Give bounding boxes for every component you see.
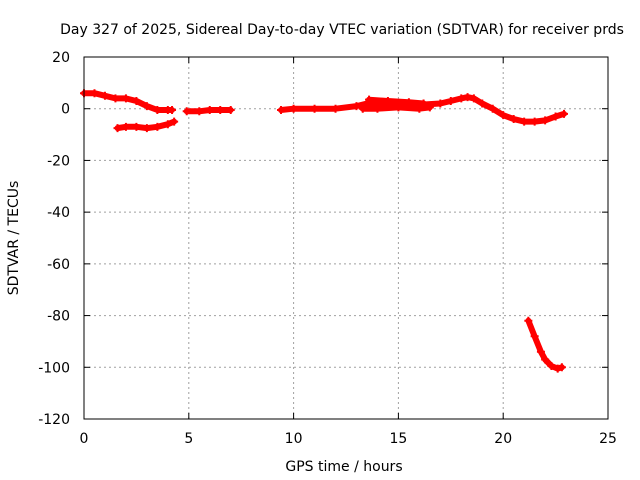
data-point (559, 109, 568, 118)
data-point (289, 104, 298, 113)
y-tick-label: 0 (61, 102, 70, 118)
data-point (520, 117, 529, 126)
data-point (446, 96, 455, 105)
data-point (394, 103, 403, 112)
y-tick-label: -60 (47, 257, 70, 273)
data-point (547, 361, 556, 370)
data-point (153, 122, 162, 131)
data-point (373, 104, 382, 113)
axis-ticks: 0 5 10 15 20 25 20 0 -20 -40 -60 -80 -100 -120 (38, 50, 617, 447)
y-tick-label: -100 (38, 360, 70, 376)
data-point (111, 94, 120, 103)
x-tick-label: 20 (494, 431, 512, 447)
data-point (90, 89, 99, 98)
data-point (425, 103, 434, 112)
x-axis-label: GPS time / hours (285, 459, 402, 475)
data-point (195, 107, 204, 116)
data-point (170, 117, 179, 126)
x-tick-label: 15 (389, 431, 407, 447)
data-point (352, 102, 361, 111)
data-point (404, 98, 413, 107)
data-point (541, 355, 550, 364)
data-point (499, 111, 508, 120)
data-point (557, 363, 566, 372)
data-point (216, 106, 225, 115)
x-tick-label: 0 (80, 431, 89, 447)
series-segment (366, 96, 427, 107)
data-point (524, 316, 533, 325)
data-point (457, 94, 466, 103)
data-point (553, 364, 562, 373)
data-point (142, 102, 151, 111)
data-point (132, 122, 141, 131)
y-tick-label: 20 (52, 50, 70, 66)
data-point (121, 94, 130, 103)
data-point (436, 99, 445, 108)
data-series (80, 89, 568, 373)
data-point (121, 122, 130, 131)
y-tick-label: -40 (47, 205, 70, 221)
data-point (536, 347, 545, 356)
data-point (478, 99, 487, 108)
data-point (163, 120, 172, 129)
y-tick-label: -80 (47, 309, 70, 325)
data-point (530, 332, 539, 341)
series-segment (81, 90, 175, 113)
data-point (365, 95, 374, 104)
x-tick-label: 25 (599, 431, 617, 447)
data-point (182, 107, 191, 116)
data-point (488, 104, 497, 113)
chart-title: Day 327 of 2025, Sidereal Day-to-day VTE… (60, 22, 624, 38)
data-point (463, 93, 472, 102)
x-tick-label: 10 (285, 431, 303, 447)
data-point (113, 124, 122, 133)
y-tick-label: -120 (38, 412, 70, 428)
data-point (530, 117, 539, 126)
plot-frame (83, 56, 609, 420)
data-point (168, 106, 177, 115)
x-tick-label: 5 (184, 431, 193, 447)
data-point (153, 106, 162, 115)
data-point (551, 112, 560, 121)
data-point (132, 96, 141, 105)
data-point (358, 104, 367, 113)
y-tick-label: -20 (47, 153, 70, 169)
data-point (541, 116, 550, 125)
data-point (142, 124, 151, 133)
data-point (383, 96, 392, 105)
data-point (331, 104, 340, 113)
data-point (100, 91, 109, 100)
data-point (469, 94, 478, 103)
data-point (205, 106, 214, 115)
data-point (277, 106, 286, 115)
data-point (419, 99, 428, 108)
data-point (509, 115, 518, 124)
data-point (226, 106, 235, 115)
data-point (310, 104, 319, 113)
y-axis-label: SDTVAR / TECUs (6, 181, 22, 296)
